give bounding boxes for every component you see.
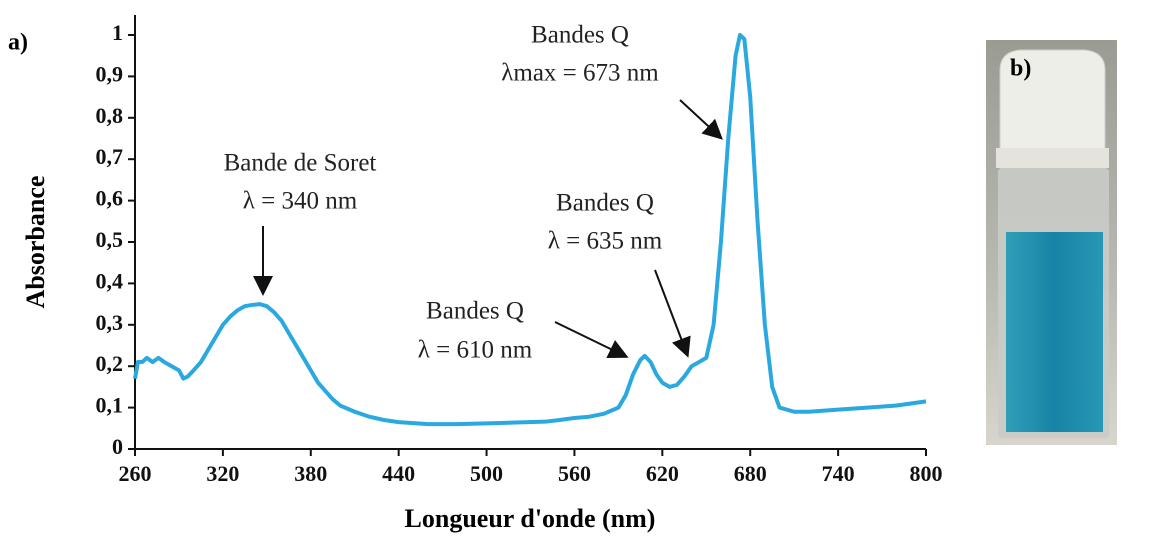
annotation: Bandes Q (426, 298, 524, 325)
x-tick-label: 800 (910, 461, 943, 486)
annotation: Bandes Q (556, 190, 654, 217)
y-tick-label: 0,7 (96, 144, 124, 169)
y-axis-label: Absorbance (21, 176, 50, 309)
x-tick-label: 500 (470, 461, 503, 486)
annotation: Bandes Q (531, 22, 629, 49)
plot: 0 0,1 0,2 0,3 0,4 0,5 0,6 0,7 0,8 0,9 1 260 320 380 44… (96, 15, 943, 486)
arrow (554, 321, 629, 359)
x-tick-label: 260 (119, 461, 152, 486)
y-tick-label: 0,5 (96, 227, 124, 252)
y-tick-label: 1 (112, 20, 123, 45)
x-tick-label: 620 (646, 461, 679, 486)
y-tick-label: 0,9 (96, 61, 124, 86)
y-tick-label: 0,3 (96, 310, 124, 335)
arrow (654, 269, 691, 358)
panel-label: b) (1010, 56, 1031, 82)
y-tick-label: 0 (112, 434, 123, 459)
x-tick-label: 320 (206, 461, 239, 486)
y-tick-label: 0,4 (96, 268, 124, 293)
annotation: λmax = 673 nm (501, 60, 659, 87)
y-tick-label: 0,2 (96, 351, 124, 376)
arrow (679, 99, 723, 140)
panel-label: a) (8, 30, 28, 56)
x-tick-label: 380 (294, 461, 327, 486)
y-tick-label: 0,8 (96, 103, 124, 128)
annotation: Bande de Soret (224, 150, 377, 177)
annotation: λ = 635 nm (548, 228, 663, 255)
annotation: λ = 610 nm (418, 337, 533, 364)
photo: b) (986, 40, 1117, 445)
annotation: λ = 340 nm (243, 188, 358, 215)
x-tick-label: 740 (822, 461, 855, 486)
x-tick-label: 560 (558, 461, 591, 486)
spectrum-line (133, 33, 927, 427)
y-tick-label: 0,1 (96, 393, 124, 418)
x-axis-label: Longueur d'onde (nm) (405, 504, 656, 533)
x-tick-label: 680 (734, 461, 767, 486)
y-tick-label: 0,6 (96, 186, 124, 211)
x-tick-label: 440 (382, 461, 415, 486)
